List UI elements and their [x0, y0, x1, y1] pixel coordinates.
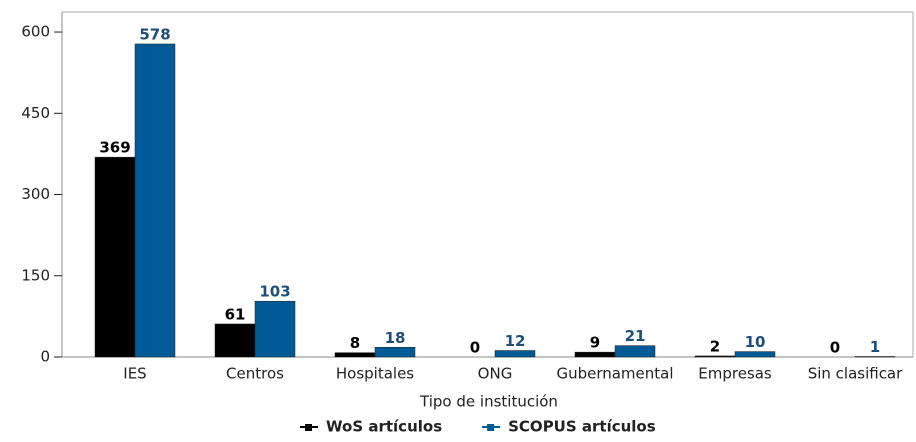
bar	[214, 323, 256, 358]
x-tick-label: ONG	[478, 365, 513, 383]
value-label: 9	[590, 334, 600, 352]
bar	[334, 352, 376, 358]
bar	[694, 355, 736, 358]
value-label: 103	[259, 283, 290, 301]
legend-label: SCOPUS artículos	[508, 418, 656, 436]
y-tick-label: 600	[21, 23, 50, 41]
legend-marker	[305, 424, 312, 431]
x-axis-title: Tipo de institución	[419, 393, 558, 411]
bar	[854, 356, 896, 358]
value-label: 18	[385, 329, 406, 347]
bar	[574, 351, 616, 358]
value-label: 21	[625, 327, 646, 345]
value-label: 12	[505, 332, 526, 350]
value-label: 0	[830, 339, 840, 357]
bar	[494, 350, 536, 358]
value-label: 1	[870, 338, 880, 356]
bar	[134, 43, 176, 358]
value-label: 369	[99, 139, 130, 157]
value-label: 10	[745, 333, 766, 351]
bar	[374, 347, 416, 358]
y-tick-label: 300	[21, 185, 50, 203]
bar	[734, 351, 776, 358]
legend-label: WoS artículos	[326, 418, 442, 436]
value-label: 0	[470, 339, 480, 357]
value-label: 578	[139, 25, 170, 43]
value-label: 2	[710, 337, 720, 355]
y-tick-label: 0	[40, 348, 50, 366]
x-tick-label: IES	[123, 365, 146, 383]
x-tick-label: Gubernamental	[556, 365, 673, 383]
legend-marker	[487, 424, 495, 431]
value-label: 61	[225, 305, 246, 323]
x-tick-label: Sin clasificar	[808, 365, 903, 383]
x-tick-label: Hospitales	[336, 365, 414, 383]
bar	[94, 156, 136, 358]
x-tick-label: Empresas	[698, 365, 772, 383]
y-tick-label: 450	[21, 104, 50, 122]
bar	[254, 300, 296, 358]
value-label: 8	[350, 334, 360, 352]
x-tick-label: Centros	[226, 365, 284, 383]
bar	[614, 345, 656, 358]
y-tick-label: 150	[21, 266, 50, 284]
